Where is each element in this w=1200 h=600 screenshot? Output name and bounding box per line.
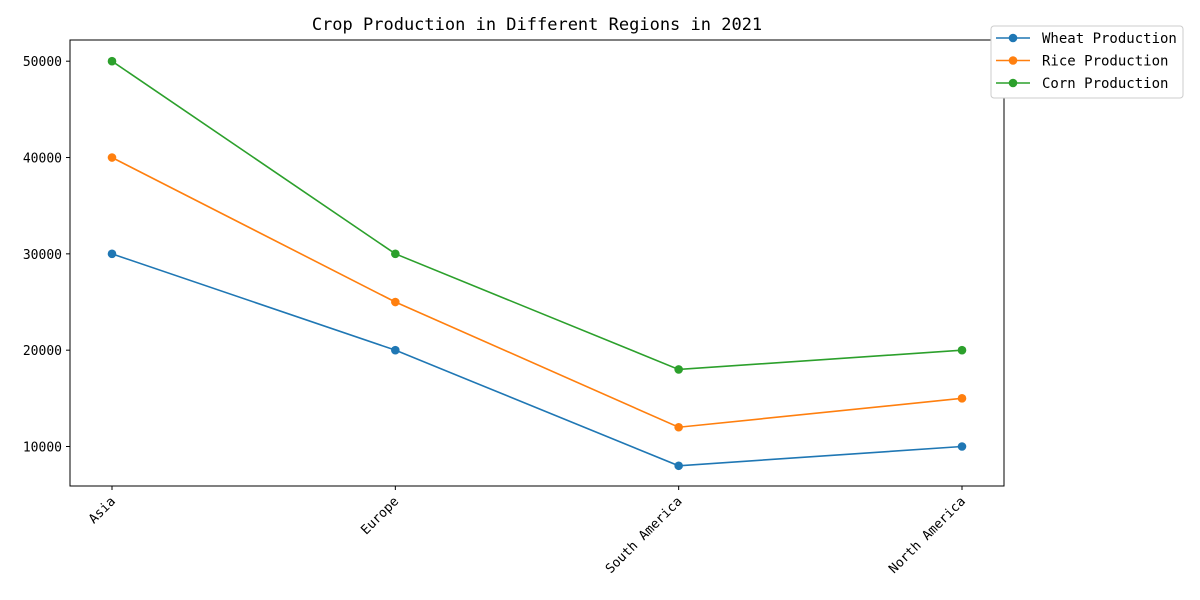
x-axis: Asia Europe South America North America	[86, 486, 969, 577]
data-point-rice-production	[674, 422, 683, 432]
legend-label-rice-production: Rice Production	[1042, 54, 1168, 70]
legend-frame	[990, 25, 1184, 99]
series-line-corn-production	[111, 60, 963, 371]
x-tick-label: Asia	[86, 494, 119, 527]
series-layer	[107, 56, 967, 471]
data-point-wheat-production	[391, 345, 400, 355]
data-point-wheat-production	[107, 249, 117, 259]
data-point-corn-production	[957, 345, 967, 355]
data-point-wheat-production	[674, 461, 683, 471]
plot-area	[69, 39, 1005, 487]
data-point-rice-production	[107, 153, 117, 162]
y-axis: 10000 20000 30000 40000 50000	[23, 55, 70, 456]
y-tick-label: 40000	[23, 152, 62, 167]
y-tick-label: 20000	[23, 344, 62, 359]
x-tick-label: South America	[603, 494, 686, 577]
chart-title: Crop Production in Different Regions in …	[312, 15, 762, 35]
x-tick-label: Europe	[358, 494, 402, 538]
series-line-wheat-production	[111, 253, 963, 467]
legend-label-wheat-production: Wheat Production	[1042, 31, 1177, 47]
data-point-wheat-production	[957, 442, 967, 451]
series-line-rice-production	[111, 156, 963, 429]
legend-swatch-marker-corn-production	[1008, 78, 1018, 88]
y-tick-label: 50000	[23, 55, 62, 70]
data-point-corn-production	[107, 56, 117, 66]
data-point-corn-production	[674, 365, 683, 374]
data-point-rice-production	[391, 297, 400, 307]
data-point-corn-production	[391, 249, 400, 259]
y-tick-label: 30000	[23, 248, 62, 263]
legend: Wheat Production Rice Production Corn Prod…	[990, 25, 1184, 99]
legend-swatch-marker-wheat-production	[1008, 33, 1018, 43]
data-point-rice-production	[957, 394, 967, 403]
legend-swatch-marker-rice-production	[1008, 56, 1018, 65]
legend-label-corn-production: Corn Production	[1042, 76, 1168, 92]
y-tick-label: 10000	[23, 441, 62, 456]
x-tick-label: North America	[886, 494, 969, 577]
